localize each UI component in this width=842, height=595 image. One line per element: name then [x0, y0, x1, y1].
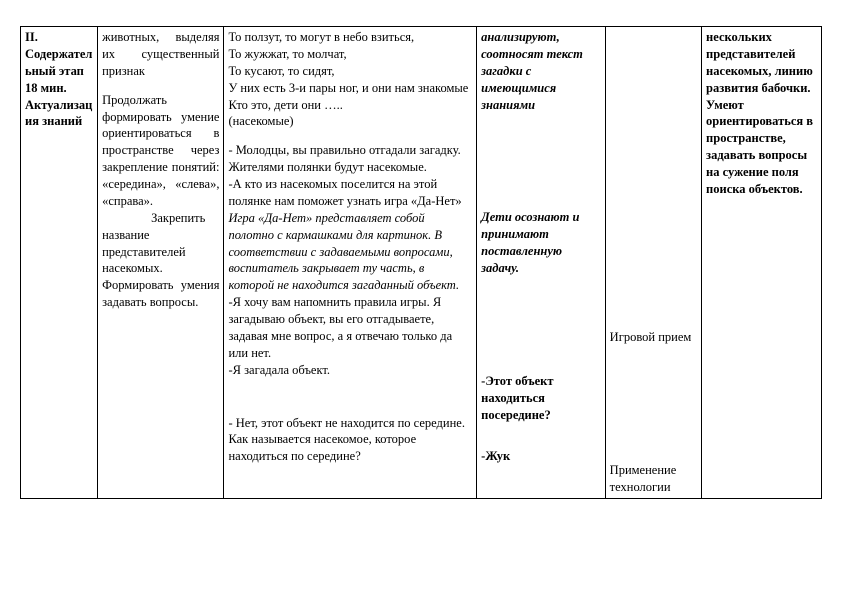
- methods-cell: Игровой прием Применение технологии: [605, 27, 701, 499]
- goal-rest: название представителей насекомых. Форми…: [102, 228, 219, 310]
- teacher-speech: -Я хочу вам напомнить правила игры. Я за…: [228, 294, 472, 362]
- method-text: Применение технологии: [610, 462, 697, 496]
- stage-title: Актуализация знаний: [25, 97, 93, 131]
- stage-name: II. Содержательный этап: [25, 29, 93, 80]
- goal-text: Продолжать формировать умение ориентиров…: [102, 92, 219, 210]
- riddle-answer: (насекомые): [228, 113, 472, 130]
- riddle-line: То кусают, то сидят,: [228, 63, 472, 80]
- riddle-line: У них есть 3-и пары ног, и они нам знако…: [228, 80, 472, 97]
- riddle-line: То жужжат, то молчат,: [228, 46, 472, 63]
- stage-time: 18 мин.: [25, 80, 93, 97]
- child-question: -Этот объект находиться посередине?: [481, 373, 601, 424]
- table-row: II. Содержательный этап 18 мин. Актуализ…: [21, 27, 822, 499]
- child-answer: -Жук: [481, 448, 601, 465]
- game-description: Игра «Да-Нет» представляет собой полотно…: [228, 210, 472, 294]
- content-cell: То ползут, то могут в небо взиться, То ж…: [224, 27, 477, 499]
- results-cell: нескольких представителей насекомых, лин…: [702, 27, 822, 499]
- lesson-plan-table: II. Содержательный этап 18 мин. Актуализ…: [20, 26, 822, 499]
- children-action: анализируют, соотносят текст загадки с и…: [481, 29, 601, 113]
- children-cell: анализируют, соотносят текст загадки с и…: [477, 27, 606, 499]
- children-action: Дети осознают и принимают поставленную з…: [481, 209, 601, 277]
- riddle-line: Кто это, дети они …..: [228, 97, 472, 114]
- goal-text: животных, выделяя их существенный призна…: [102, 29, 219, 80]
- method-text: Игровой прием: [610, 329, 697, 346]
- goal-text: Закрепить название представителей насеко…: [102, 210, 219, 311]
- teacher-speech: - Молодцы, вы правильно отгадали загадку…: [228, 142, 472, 176]
- teacher-speech: -Я загадала объект.: [228, 362, 472, 379]
- stage-cell: II. Содержательный этап 18 мин. Актуализ…: [21, 27, 98, 499]
- goals-cell: животных, выделяя их существенный призна…: [98, 27, 224, 499]
- teacher-speech: -А кто из насекомых поселится на этой по…: [228, 176, 472, 210]
- riddle-line: То ползут, то могут в небо взиться,: [228, 29, 472, 46]
- goal-lead: Закрепить: [151, 211, 205, 225]
- teacher-speech: - Нет, этот объект не находится по серед…: [228, 415, 472, 466]
- result-text: нескольких представителей насекомых, лин…: [706, 29, 817, 198]
